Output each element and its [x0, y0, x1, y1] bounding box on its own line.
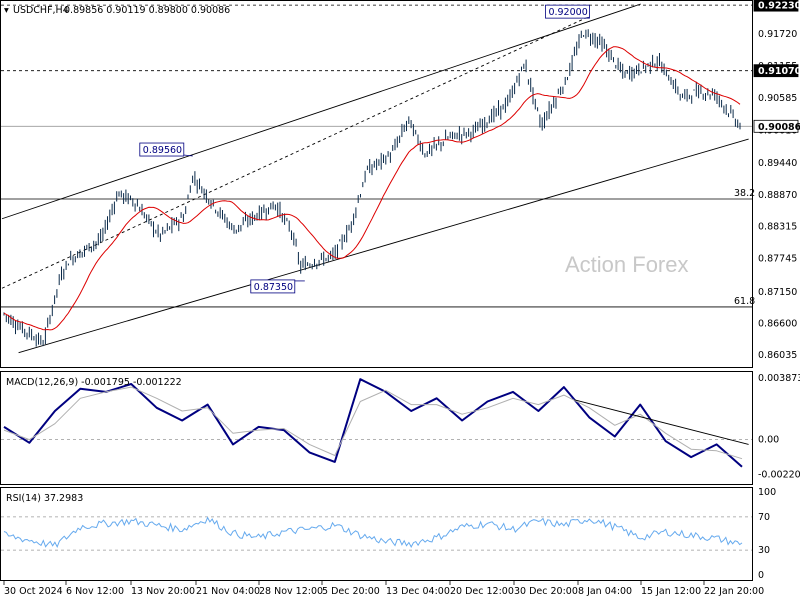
price-tag-box: [753, 119, 799, 133]
price-tag-box: [753, 64, 799, 78]
ohlc-readout: 0.89856 0.90119 0.89800 0.90086: [64, 5, 230, 16]
fibonacci-label: 38.2: [734, 188, 755, 199]
macd-trendline: [574, 399, 749, 445]
macd-series-signal: [3, 386, 743, 460]
price-panel: [0, 0, 753, 368]
swing-label-pointer: [585, 16, 590, 19]
price-tick-label: 0.90585: [758, 93, 797, 104]
chart-title: ▾: [4, 5, 9, 16]
price-tick-label: 0.88315: [758, 221, 797, 232]
rsi-series: [3, 516, 743, 549]
price-axis-labels: 0.86035 0.86600 0.87150 0.87745 0.88315 0.888…: [753, 0, 800, 361]
swing-label-text: 0.87350: [254, 282, 293, 293]
macd-tick-label: 0.00: [758, 435, 779, 446]
swing-label-text: 0.89560: [143, 145, 182, 156]
price-tag-label: 0.91070: [758, 66, 800, 77]
x-tick-label: 21 Nov 04:00: [196, 586, 260, 597]
x-tick-label: 15 Jan 12:00: [641, 586, 701, 597]
x-tick-label: 13 Nov 20:00: [131, 586, 195, 597]
macd-tick-label: 0.003873: [758, 373, 800, 384]
rsi-title: RSI(14) 37.2983: [6, 493, 83, 504]
price-tick-label: 0.89440: [758, 158, 797, 169]
macd-lines: [1, 378, 752, 468]
channel-lower-line: [18, 138, 749, 354]
rsi-tick-label: 100: [758, 487, 776, 498]
rsi-lines: [1, 516, 752, 551]
rsi-tick-label: 30: [758, 545, 770, 556]
x-tick-label: 20 Dec 12:00: [450, 586, 514, 597]
swing-label-pointer: [183, 154, 193, 157]
swing-label-box: [250, 279, 296, 294]
price-tag-label: 0.92230: [758, 1, 800, 12]
x-tick-label: 13 Dec 04:00: [386, 586, 450, 597]
macd-series-macd: [3, 378, 743, 468]
x-tick-label: 30 Oct 2024: [4, 586, 63, 597]
x-tick-label: 6 Nov 12:00: [66, 586, 124, 597]
swing-label-box: [139, 142, 185, 157]
candlesticks: [3, 29, 741, 347]
price-tick-label: 0.86035: [758, 350, 797, 361]
x-tick-label: 5 Dec 20:00: [322, 586, 380, 597]
fibonacci-label: 61.8: [734, 296, 755, 307]
x-tick-label: 22 Jan 20:00: [704, 586, 764, 597]
price-tag-label: 0.90086: [758, 122, 800, 133]
price-tick-label: 0.91720: [758, 29, 797, 40]
price-tick-label: 0.87150: [758, 287, 797, 298]
macd-title: MACD(12,26,9) -0.001795 -0.001222: [6, 377, 182, 388]
swing-label-text: 0.92000: [548, 7, 587, 18]
price-tick-label: 0.87745: [758, 254, 797, 265]
swing-label-box: [545, 4, 590, 19]
x-tick-label: 8 Jan 04:00: [578, 586, 632, 597]
symbol-label: USDCHF,H4: [13, 5, 69, 16]
rsi-tick-label: 0: [758, 570, 764, 581]
channel-upper-line: [1, 3, 641, 220]
time-axis-labels: 30 Oct 2024 6 Nov 12:00 13 Nov 20:00 21 Nov…: [3, 581, 764, 597]
moving-average-line: [3, 46, 741, 331]
macd-panel: [0, 371, 753, 485]
x-tick-label: 28 Nov 12:00: [259, 586, 323, 597]
channel-middle-line: [1, 17, 586, 289]
price-channel: [1, 3, 749, 354]
watermark: Action Forex: [565, 252, 689, 277]
moving-average: [3, 46, 741, 331]
price-tick-label: 0.86600: [758, 318, 797, 329]
price-tick-label: 0.88870: [758, 190, 797, 201]
rsi-axis-labels: 100 70 30 0: [758, 487, 776, 581]
x-tick-label: 30 Dec 20:00: [514, 586, 578, 597]
rsi-tick-label: 70: [758, 512, 770, 523]
price-tag-box: [753, 0, 799, 12]
rsi-panel: [0, 487, 753, 581]
swing-labels: 0.92000 0.89560 0.87350: [139, 4, 590, 294]
